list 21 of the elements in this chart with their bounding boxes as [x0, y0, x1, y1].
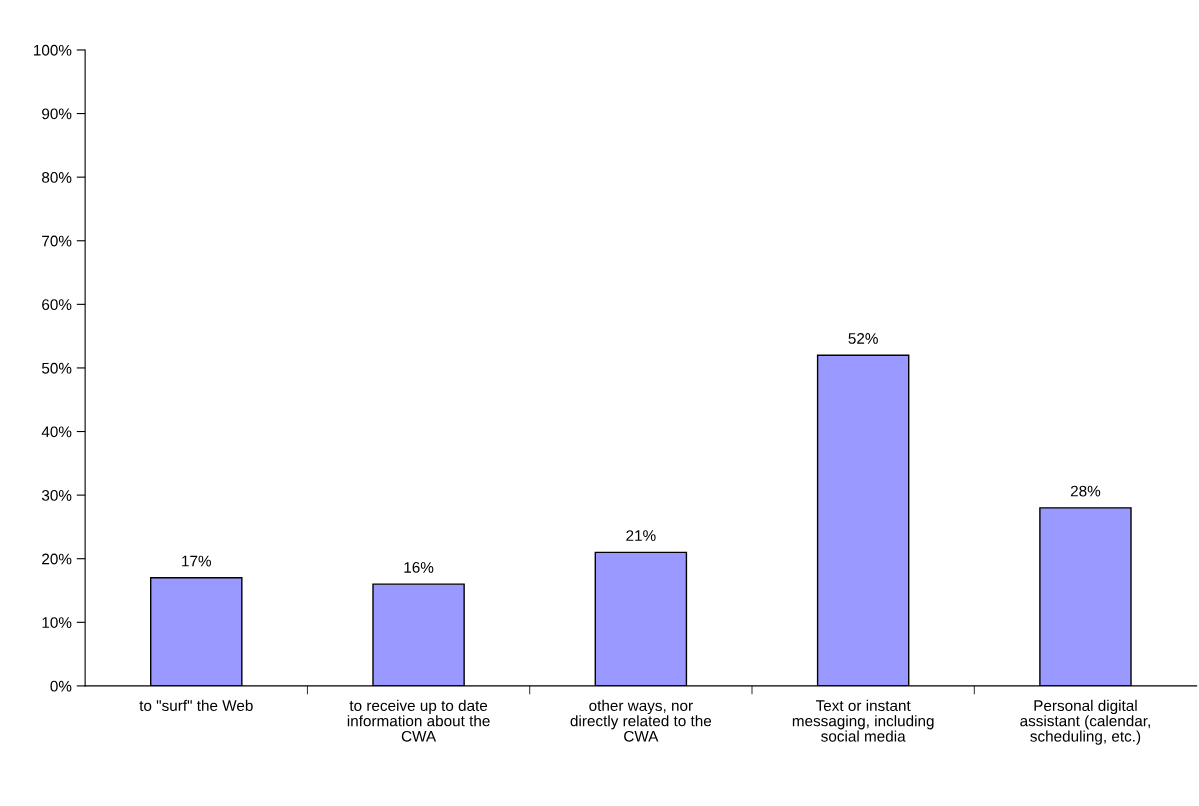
y-tick-label: 10%: [42, 617, 72, 628]
y-tick-label: 60%: [42, 299, 72, 311]
y-tick-label: 20%: [42, 553, 72, 565]
data-label: 17%: [182, 555, 212, 567]
x-tick-label: to "surf" the Web: [139, 699, 253, 712]
y-tick-label: 90%: [42, 108, 72, 120]
x-tick-label: Personal digital assistant (calendar, scheduling, etc.): [1020, 699, 1150, 745]
y-tick-label: 0%: [50, 680, 72, 692]
x-tick-label: Text or instant messaging, including social media: [792, 699, 934, 742]
x-tick-label: other ways, nor directly related to the CWA: [570, 699, 712, 742]
y-tick-label: 50%: [41, 362, 72, 374]
data-label: 28%: [1070, 485, 1101, 497]
data-label: 52%: [848, 333, 878, 344]
y-tick-label: 70%: [42, 235, 72, 247]
data-label: 21%: [626, 530, 656, 541]
y-tick-label: 30%: [41, 489, 72, 501]
y-tick-label: 100%: [34, 44, 72, 56]
data-label: 16%: [404, 561, 434, 573]
x-tick-label: to receive up to date information about the CWA: [347, 699, 490, 742]
y-tick-label: 40%: [41, 426, 72, 438]
y-tick-label: 80%: [42, 172, 72, 183]
